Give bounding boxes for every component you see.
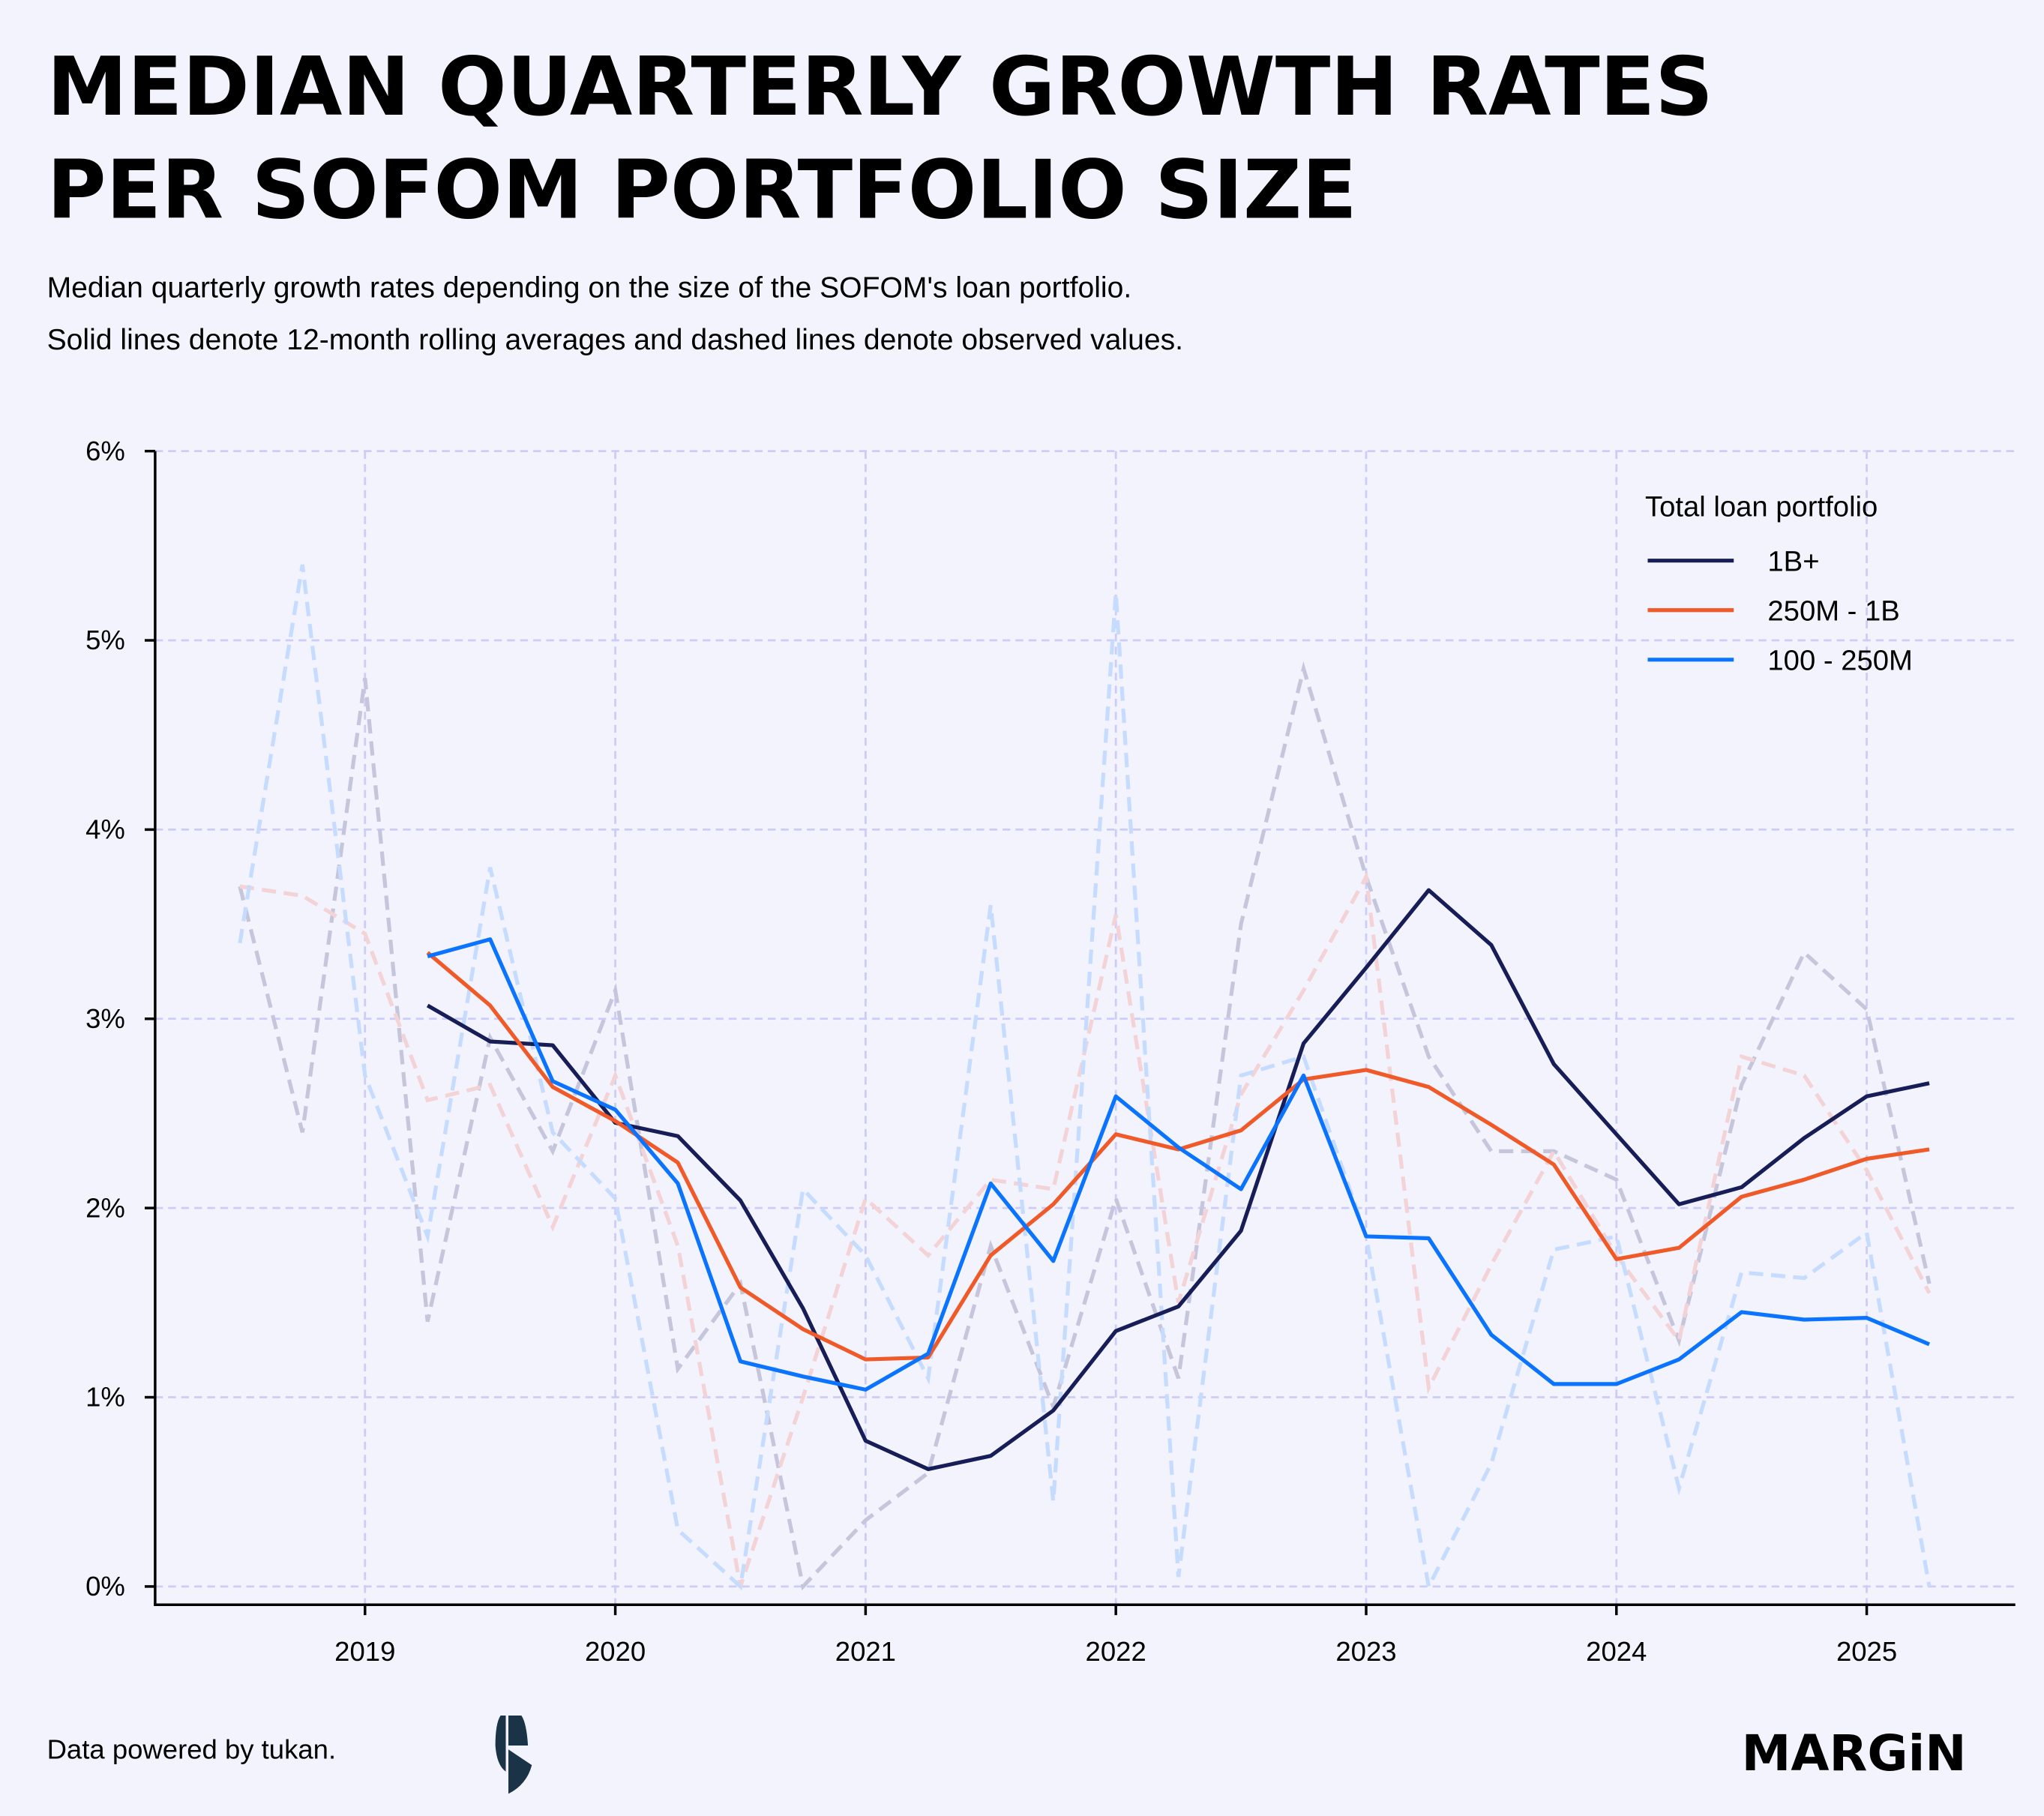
rolling-line-0 xyxy=(426,888,1930,1472)
legend-label: 1B+ xyxy=(1767,546,1819,578)
rolling-line-2 xyxy=(427,937,1931,1392)
legend: Total loan portfolio 1B+ 250M - 1B 100 - 2… xyxy=(1645,491,1913,677)
axes xyxy=(154,451,2016,1606)
legend-label: 100 - 250M xyxy=(1767,645,1912,677)
observed-line-0 xyxy=(238,661,1932,1591)
y-tick-label: 6% xyxy=(85,436,125,466)
source-credit: Data powered by tukan. xyxy=(47,1734,337,1764)
x-tick-label: 2024 xyxy=(1586,1636,1647,1667)
observed-lines xyxy=(238,564,1932,1593)
margin-logo: MARGiN xyxy=(1742,1725,1967,1782)
x-tick-label: 2021 xyxy=(835,1636,896,1667)
x-tick-label: 2025 xyxy=(1836,1636,1897,1667)
y-tick-label: 3% xyxy=(85,1003,125,1034)
y-tick-label: 0% xyxy=(85,1571,125,1602)
x-tick-label: 2019 xyxy=(334,1636,395,1667)
chart-title-line1: MEDIAN QUARTERLY GROWTH RATES xyxy=(47,40,1713,134)
x-tick-label: 2023 xyxy=(1335,1636,1396,1667)
rolling-lines xyxy=(426,888,1931,1472)
chart-title-line2: PER SOFOM PORTFOLIO SIZE xyxy=(47,143,1357,237)
observed-line-2 xyxy=(238,564,1932,1593)
subtitle-line2: Solid lines denote 12-month rolling aver… xyxy=(47,324,1183,356)
legend-title: Total loan portfolio xyxy=(1645,491,1878,523)
y-tick-label: 2% xyxy=(85,1192,125,1223)
x-tick-label: 2020 xyxy=(585,1636,646,1667)
subtitle-line1: Median quarterly growth rates depending … xyxy=(47,272,1132,304)
y-tick-label: 4% xyxy=(85,814,125,845)
ticks: 0% 1% 2% 3% 4% 5% 6% 2019 2020 2021 2022 2023 2024 20… xyxy=(85,436,1897,1667)
x-tick-label: 2022 xyxy=(1086,1636,1146,1667)
legend-label: 250M - 1B xyxy=(1767,595,1899,628)
y-tick-label: 1% xyxy=(85,1382,125,1413)
tukan-logo-icon xyxy=(495,1716,532,1794)
y-tick-label: 5% xyxy=(85,625,125,655)
